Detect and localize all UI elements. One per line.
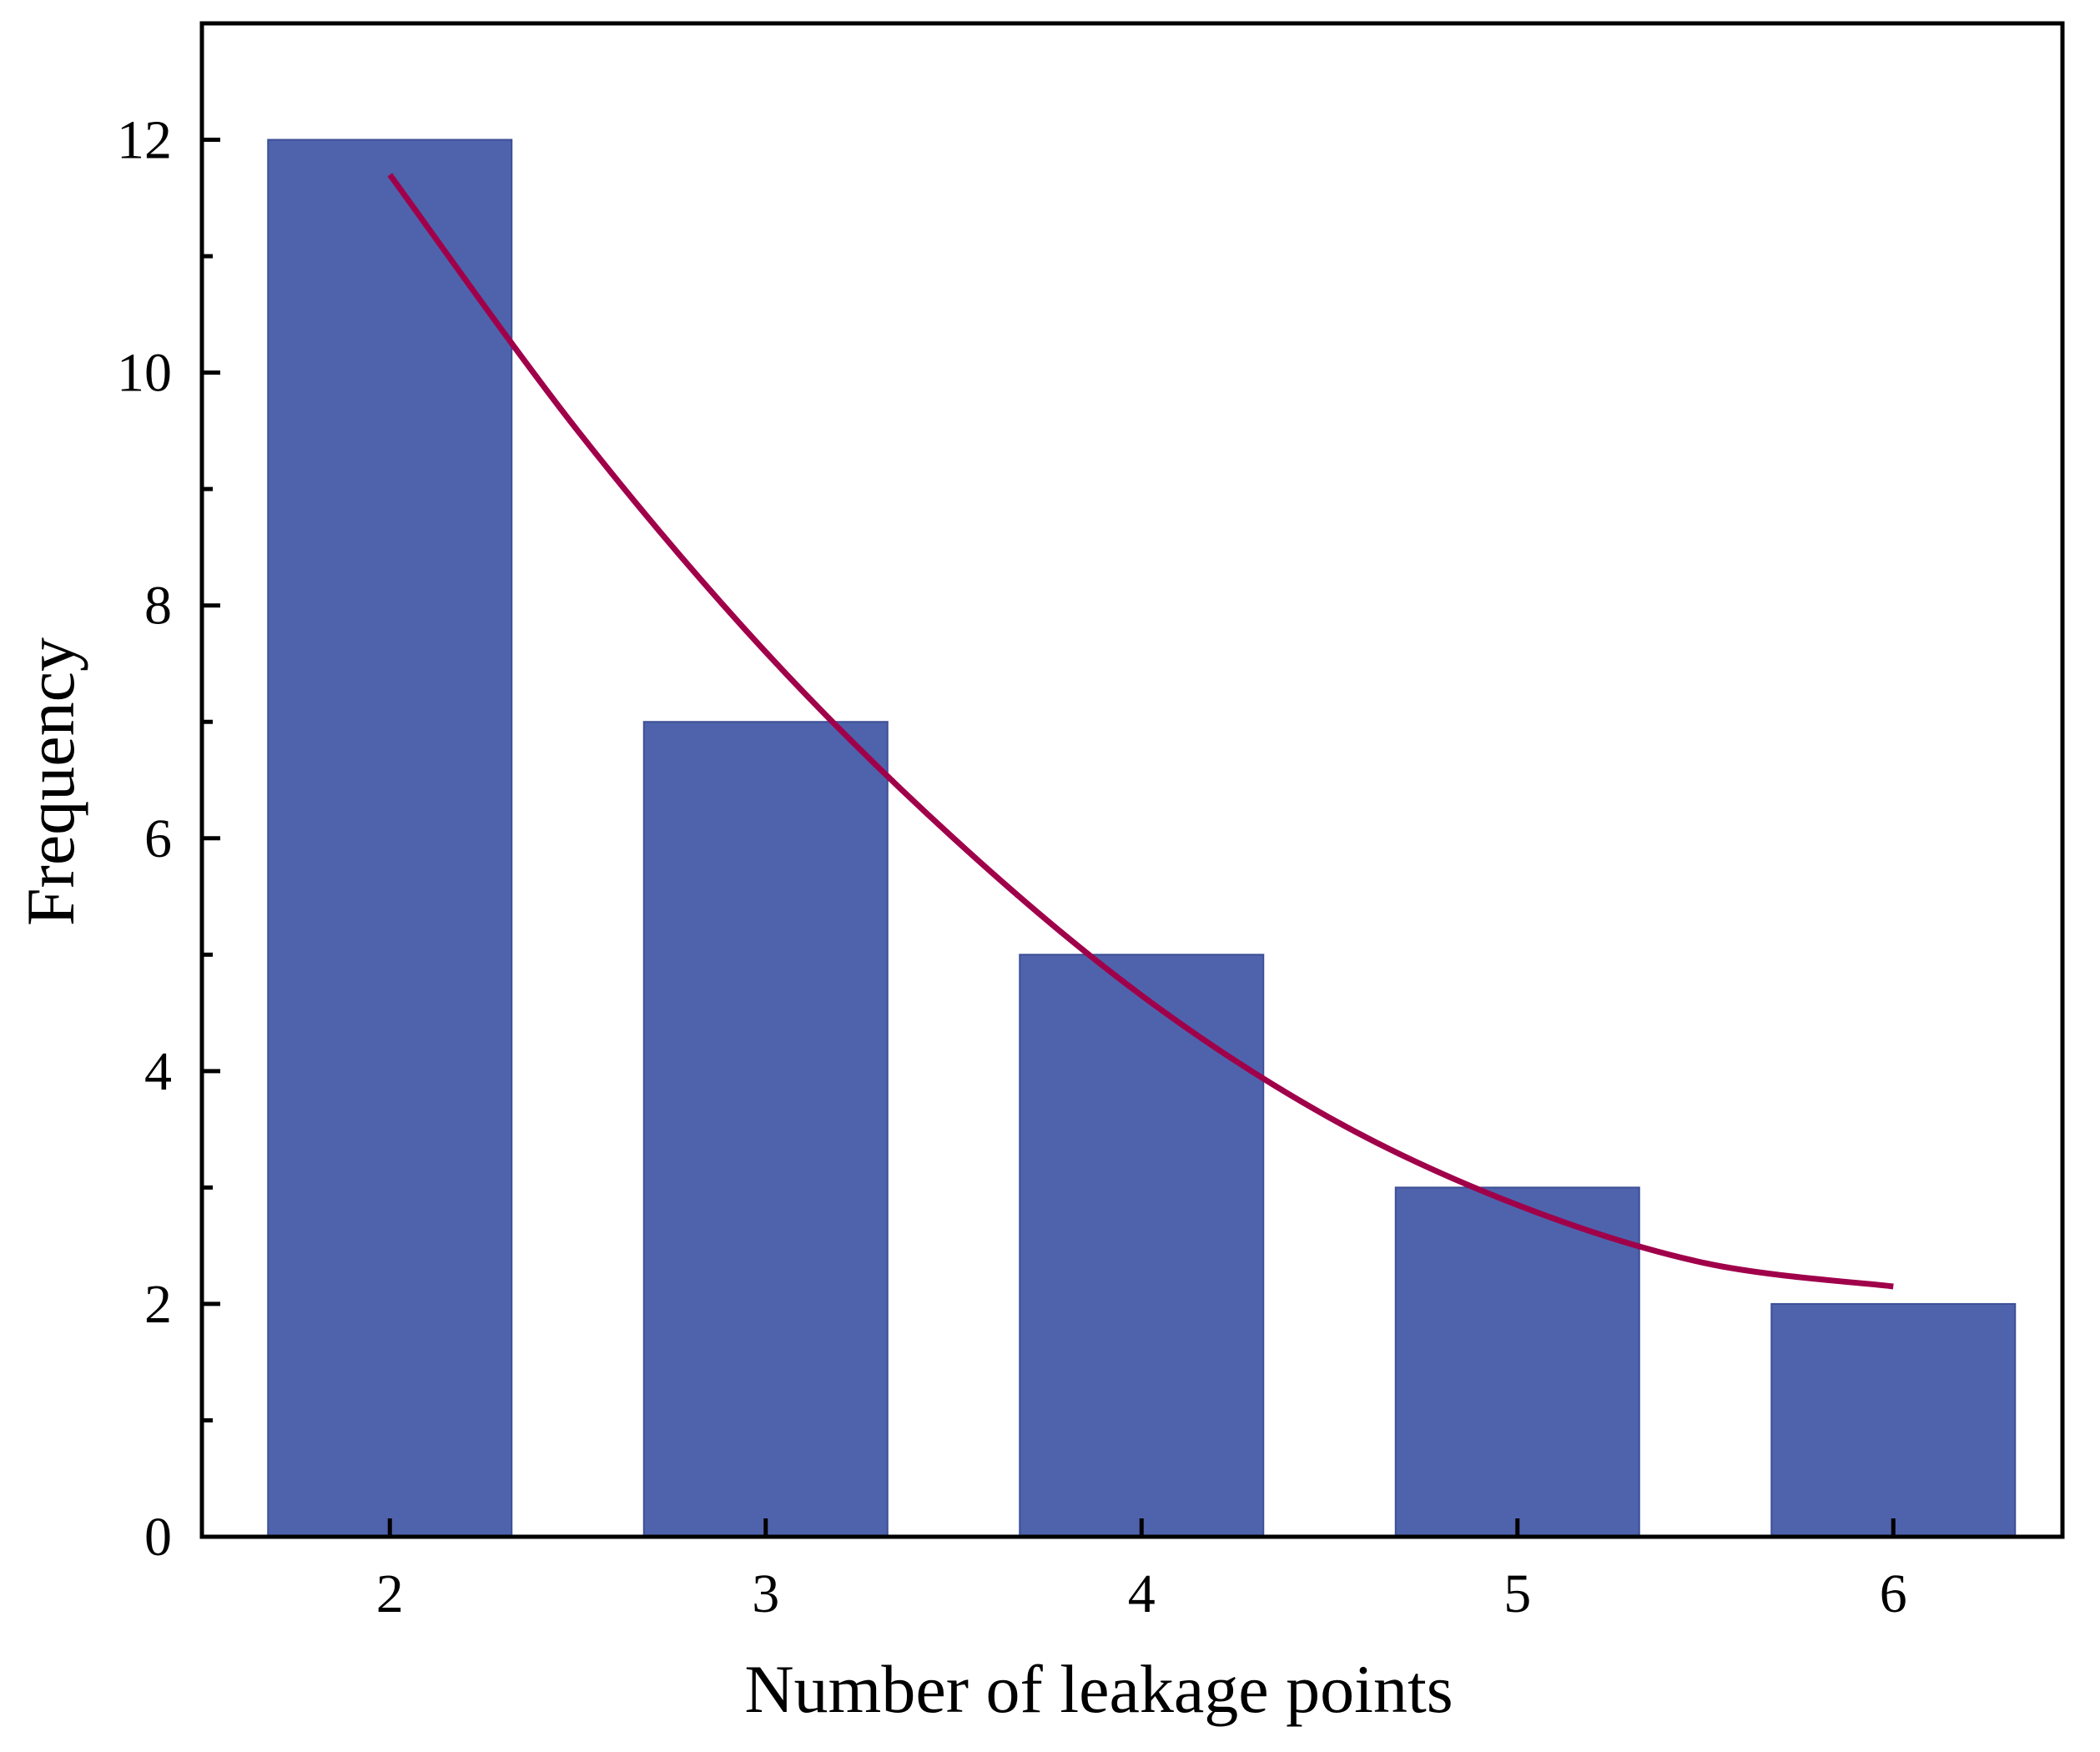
- bar-4: [1019, 954, 1265, 1538]
- bar-3: [642, 721, 889, 1538]
- x-tick-label-4: 4: [1128, 1563, 1156, 1624]
- x-tick-label-5: 5: [1503, 1563, 1531, 1624]
- y-tick-label-10: 10: [117, 343, 172, 404]
- x-axis-title: Number of leakage points: [744, 1651, 1453, 1727]
- y-tick-label-0: 0: [144, 1507, 172, 1568]
- y-tick-label-8: 8: [144, 576, 172, 637]
- bar-5: [1394, 1186, 1640, 1538]
- curve-layer: [387, 173, 1894, 1290]
- y-tick-label-6: 6: [144, 808, 172, 869]
- y-tick-label-2: 2: [144, 1274, 172, 1335]
- x-tick-label-3: 3: [752, 1563, 779, 1624]
- x-tick-label-6: 6: [1880, 1563, 1907, 1624]
- x-tick-label-2: 2: [376, 1563, 404, 1624]
- y-tick-label-12: 12: [117, 110, 172, 171]
- bars-layer: [267, 138, 2017, 1538]
- y-axis-title: Frequency: [13, 637, 88, 926]
- plot-frame: [199, 21, 2065, 1539]
- labels-layer: 0 2 4 6 8 10 12 2 3 4 5 6: [117, 110, 1907, 1624]
- y-tick-label-4: 4: [144, 1041, 172, 1102]
- bar-2: [267, 138, 513, 1538]
- fit-curve: [387, 173, 1894, 1290]
- bar-6: [1770, 1302, 2017, 1538]
- axes-layer: [199, 21, 2065, 1539]
